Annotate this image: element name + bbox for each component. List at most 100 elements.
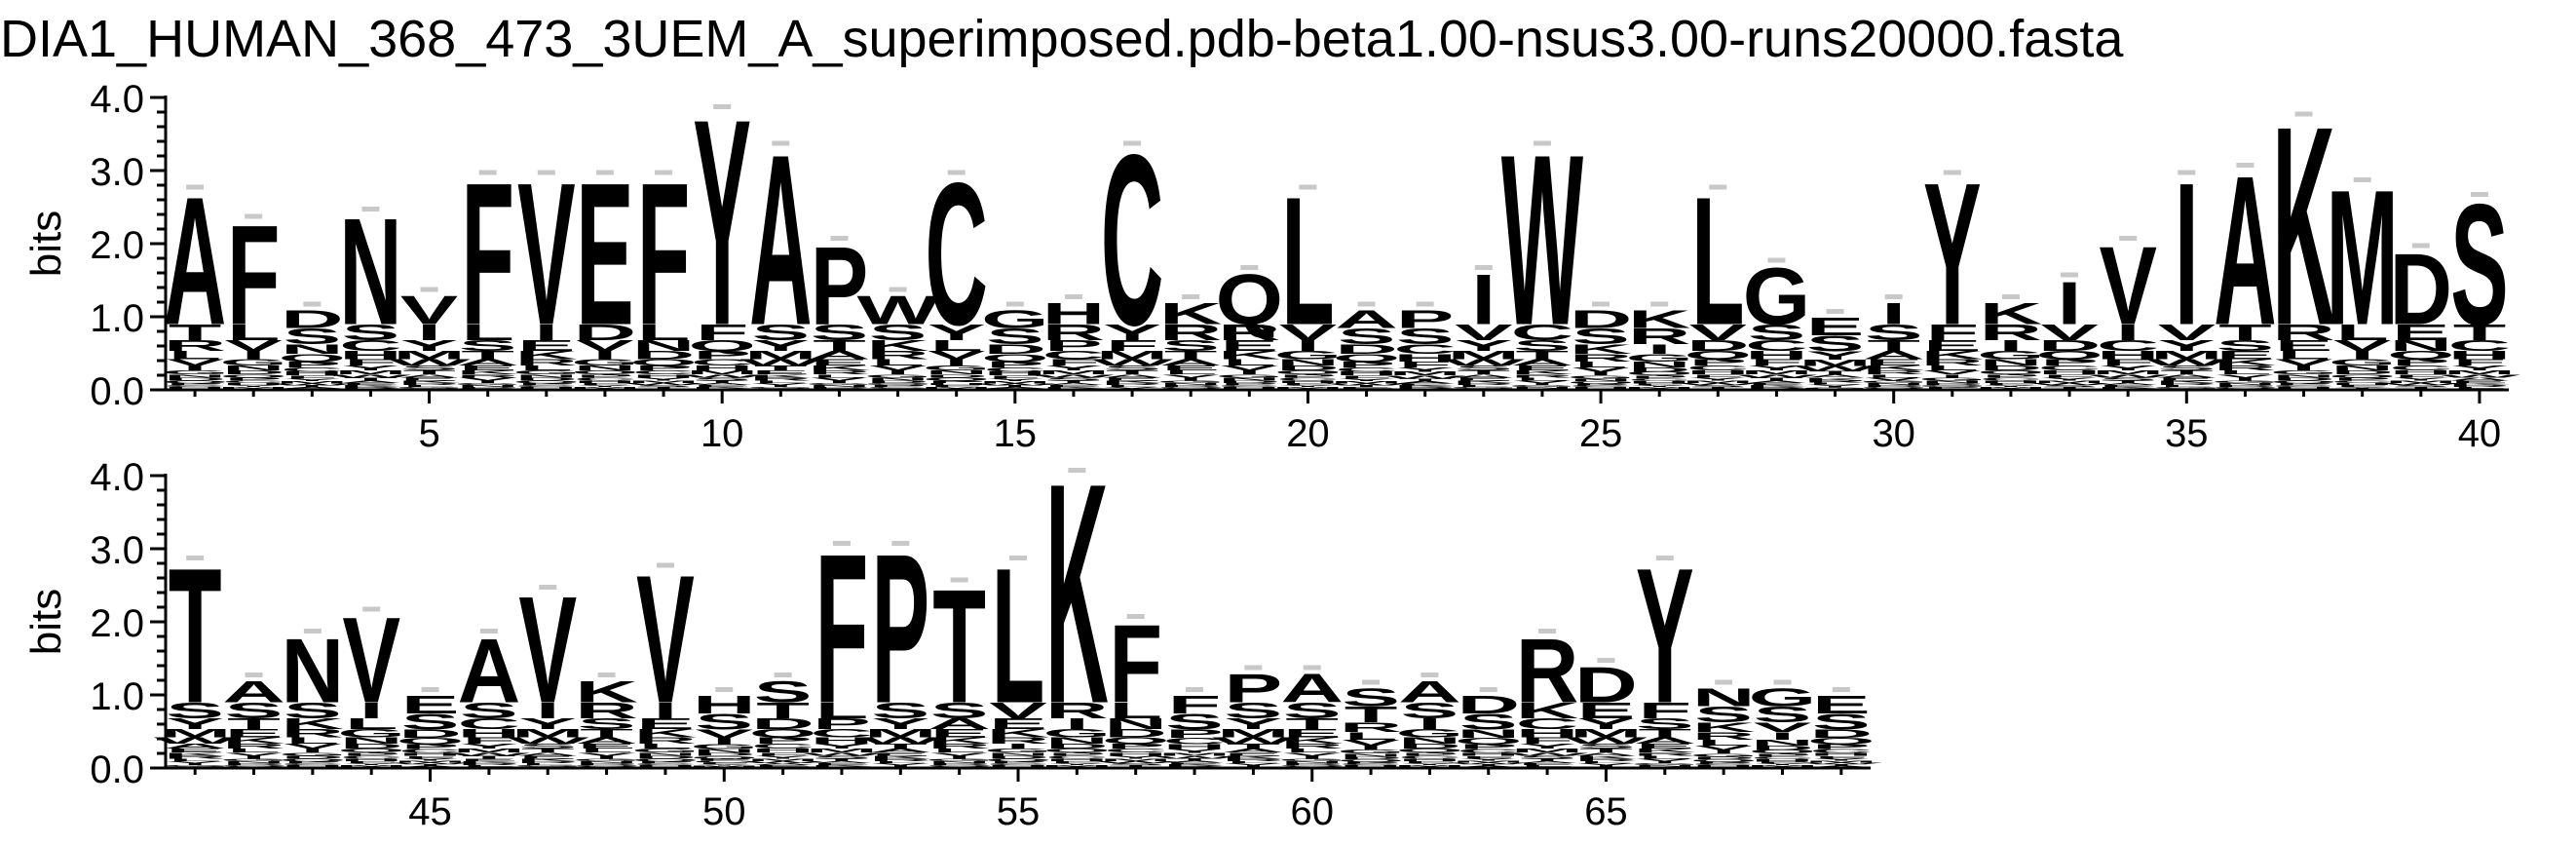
- logo-letter: G: [1860, 380, 1927, 384]
- logo-letter-second: R: [1218, 320, 1280, 345]
- logo-letter: K: [222, 736, 285, 746]
- logo-letter: V: [811, 377, 869, 382]
- logo-letter: Y: [342, 763, 400, 766]
- logo-letter: I: [1531, 383, 1555, 386]
- logo-letter: Q: [1977, 369, 2044, 375]
- logo-letter: L: [813, 373, 865, 378]
- logo-letter: Y: [1279, 385, 1338, 388]
- logo-letter: V: [576, 337, 634, 354]
- logo-letter: N: [1862, 383, 1924, 386]
- logo-letter: C: [632, 369, 695, 375]
- logo-letter: E: [2099, 385, 2157, 388]
- logo-letter: D: [398, 727, 462, 740]
- logo-letter: P: [2333, 377, 2392, 382]
- logo-letter: D: [632, 349, 695, 362]
- logo-letter: M: [627, 380, 700, 384]
- logo-letter: W: [2028, 383, 2111, 386]
- logo-letter: Q: [279, 758, 347, 762]
- logo-letter: W: [1154, 755, 1236, 759]
- logo-letter: D: [2038, 337, 2101, 354]
- logo-letter: W: [212, 388, 295, 390]
- logo-letter: I: [593, 349, 618, 362]
- logo-letter: N: [1276, 358, 1339, 367]
- logo-letter: A: [1803, 374, 1866, 379]
- logo-letter: V: [2216, 373, 2275, 378]
- logo-letter-top: H: [693, 690, 756, 718]
- logo-letter: H: [811, 736, 874, 746]
- logo-letter: S: [693, 377, 751, 382]
- logo-letter: C: [1457, 749, 1520, 754]
- logo-letter-second: L: [227, 320, 280, 345]
- error-bar: [186, 556, 205, 560]
- logo-letter: H: [458, 727, 521, 740]
- logo-letter-top: D: [2390, 232, 2452, 346]
- logo-letter-top: P: [871, 511, 929, 748]
- logo-letter: K: [808, 365, 871, 372]
- logo-letter: E: [2450, 380, 2509, 384]
- logo-letter: H: [398, 752, 462, 757]
- logo-letter-top: D: [1457, 690, 1520, 718]
- logo-letter: M: [1975, 387, 2047, 389]
- logo-letter-top: V: [400, 288, 459, 333]
- logo-letter-second: R: [2272, 320, 2334, 345]
- logo-letter: I: [2350, 349, 2374, 362]
- error-bar: [2236, 163, 2254, 168]
- logo-letter: H: [1745, 349, 1807, 362]
- logo-letter: F: [2395, 373, 2447, 378]
- logo-letter: C: [2448, 337, 2511, 354]
- logo-letter: P: [1044, 337, 1103, 354]
- logo-letter: W: [1506, 751, 1589, 756]
- logo-letter: N: [1453, 388, 1515, 390]
- logo-letter: N: [456, 385, 518, 388]
- logo-letter: F: [1050, 761, 1104, 764]
- logo-letter-second: S: [1396, 324, 1455, 349]
- error-bar: [420, 287, 438, 292]
- error-bar: [1943, 170, 1961, 175]
- logo-letter: W: [2322, 388, 2405, 390]
- logo-letter: H: [515, 387, 578, 389]
- logo-letter-top: E: [576, 140, 634, 367]
- logo-letter-top: F: [461, 140, 514, 367]
- logo-letter: G: [571, 358, 638, 367]
- logo-letter: P: [1459, 743, 1518, 750]
- logo-letter: E: [1513, 365, 1572, 372]
- logo-letter: S: [459, 337, 517, 354]
- logo-letter: H: [987, 765, 1050, 767]
- logo-letter: H: [1980, 380, 2042, 384]
- logo-letter: Y: [166, 715, 224, 732]
- logo-letter: Y: [986, 378, 1043, 382]
- logo-letter: M: [1448, 349, 1520, 362]
- x-tick-label: 40: [2458, 412, 2502, 455]
- logo-letter: E: [871, 751, 929, 756]
- logo-letter: A: [1457, 765, 1520, 767]
- logo-letter-second: R: [1045, 698, 1109, 723]
- logo-letter: W: [859, 736, 942, 746]
- logo-letter: D: [1809, 727, 1873, 740]
- logo-letter-top: F: [227, 196, 281, 355]
- logo-letter-second: S: [1748, 320, 1806, 345]
- logo-letter: Q: [1807, 736, 1875, 746]
- logo-letter: H: [1516, 727, 1579, 740]
- logo-letter: C: [1340, 763, 1403, 766]
- logo-letter: H: [1276, 380, 1339, 384]
- logo-letter: L: [227, 748, 281, 753]
- logo-letter: N: [693, 749, 756, 754]
- logo-letter: E: [754, 765, 813, 767]
- logo-letter: D: [1980, 365, 2042, 372]
- logo-letter: H: [1570, 387, 1632, 389]
- logo-letter: M: [453, 748, 526, 753]
- logo-letter: I: [1006, 743, 1031, 750]
- logo-letter: K: [1570, 341, 1632, 357]
- logo-letter: G: [1631, 763, 1699, 766]
- logo-letter: R: [164, 337, 226, 354]
- logo-letter: Q: [806, 388, 873, 390]
